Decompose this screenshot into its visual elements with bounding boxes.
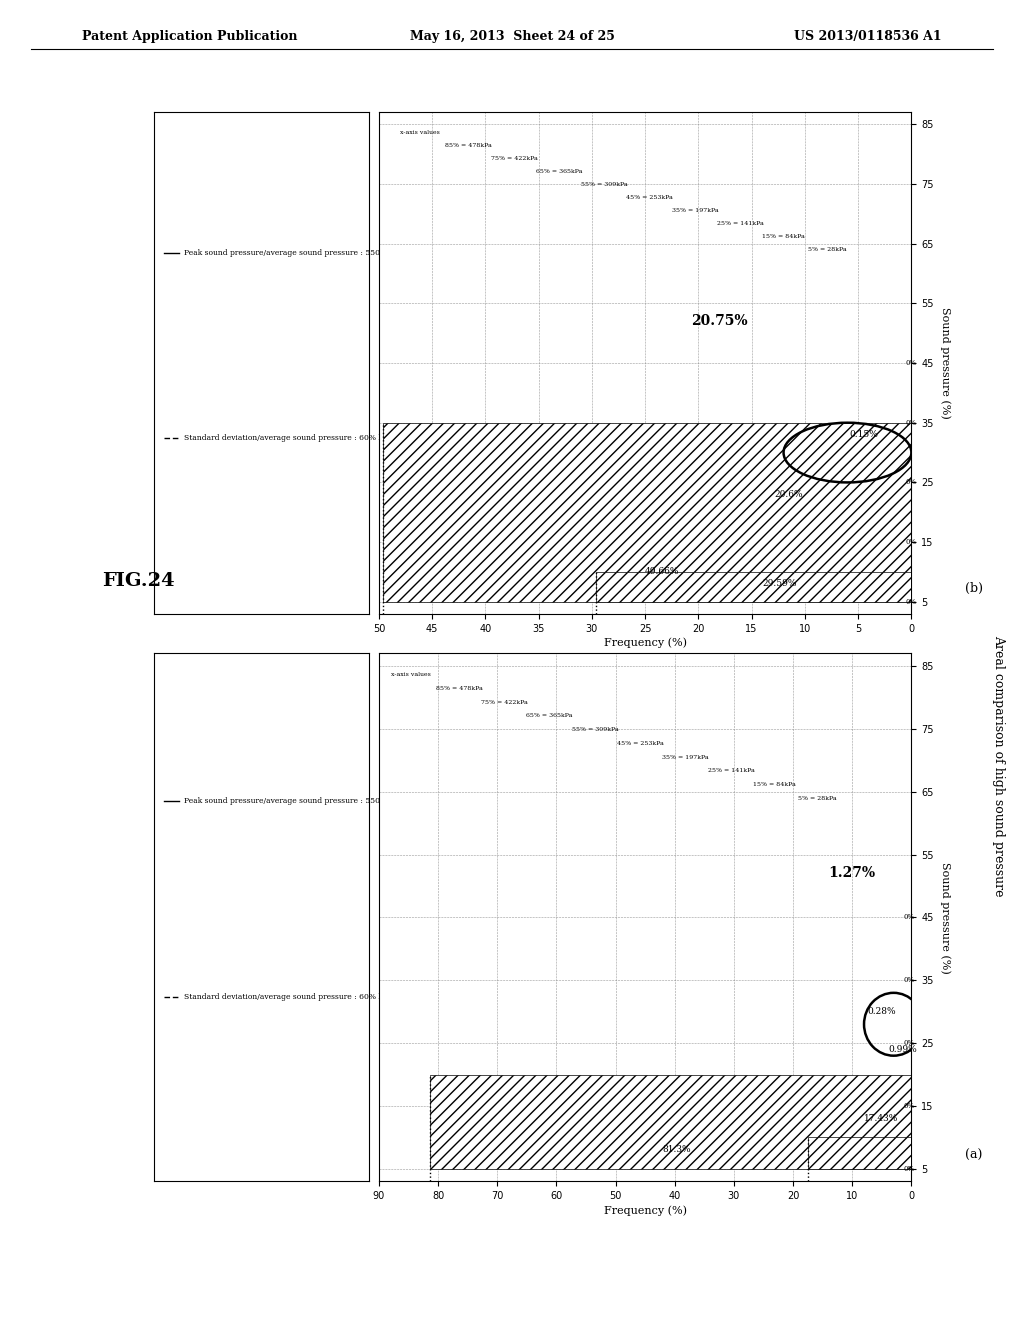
Y-axis label: Sound pressure (%): Sound pressure (%) [940, 862, 950, 973]
Text: 55% = 309kPa: 55% = 309kPa [571, 727, 618, 733]
Text: 20.75%: 20.75% [691, 314, 748, 329]
Text: 5% = 28kPa: 5% = 28kPa [808, 247, 846, 252]
Text: 0%: 0% [905, 359, 916, 367]
Text: 55% = 309kPa: 55% = 309kPa [582, 182, 628, 187]
Text: 81.3%: 81.3% [663, 1146, 691, 1155]
Text: 20.6%: 20.6% [774, 490, 803, 499]
Text: 45% = 253kPa: 45% = 253kPa [627, 195, 673, 201]
Text: 85% = 478kPa: 85% = 478kPa [436, 686, 482, 690]
X-axis label: Frequency (%): Frequency (%) [603, 638, 687, 648]
Text: 85% = 478kPa: 85% = 478kPa [445, 143, 493, 148]
Text: Peak sound pressure/average sound pressure : 550% level: Peak sound pressure/average sound pressu… [183, 248, 408, 256]
Text: 25% = 141kPa: 25% = 141kPa [708, 768, 755, 774]
Text: 75% = 422kPa: 75% = 422kPa [490, 156, 538, 161]
Text: 29.59%: 29.59% [762, 579, 797, 589]
Bar [596, 572, 911, 602]
Bar [808, 1138, 911, 1168]
Text: 0%: 0% [905, 478, 916, 487]
Text: 17.43%: 17.43% [864, 1114, 898, 1123]
Text: May 16, 2013  Sheet 24 of 25: May 16, 2013 Sheet 24 of 25 [410, 30, 614, 44]
Text: Areal comparison of high sound pressure: Areal comparison of high sound pressure [992, 635, 1005, 896]
Text: Peak sound pressure/average sound pressure : 550% level: Peak sound pressure/average sound pressu… [183, 797, 408, 805]
Text: 1.27%: 1.27% [828, 866, 876, 880]
Text: (a): (a) [965, 1148, 982, 1162]
Bar [430, 1074, 911, 1168]
Text: 0%: 0% [905, 539, 916, 546]
Y-axis label: Sound pressure (%): Sound pressure (%) [940, 308, 950, 418]
Text: x-axis values: x-axis values [400, 131, 440, 135]
Text: Standard deviation/average sound pressure : 60% level: Standard deviation/average sound pressur… [183, 993, 396, 1001]
Text: 35% = 197kPa: 35% = 197kPa [663, 755, 709, 759]
Text: 0.28%: 0.28% [867, 1007, 896, 1016]
Text: 0%: 0% [905, 598, 916, 606]
Text: 65% = 365kPa: 65% = 365kPa [526, 713, 572, 718]
Text: US 2013/0118536 A1: US 2013/0118536 A1 [795, 30, 942, 44]
Text: 35% = 197kPa: 35% = 197kPa [672, 209, 719, 214]
Text: 0%: 0% [905, 418, 916, 426]
X-axis label: Frequency (%): Frequency (%) [603, 1205, 687, 1216]
Text: 49.66%: 49.66% [645, 568, 680, 577]
Text: 0.99%: 0.99% [888, 1045, 916, 1053]
Text: Patent Application Publication: Patent Application Publication [82, 30, 297, 44]
Text: x-axis values: x-axis values [391, 672, 430, 677]
Text: 15% = 84kPa: 15% = 84kPa [753, 781, 796, 787]
Text: 0%: 0% [903, 913, 914, 921]
Text: 0%: 0% [903, 1102, 914, 1110]
Text: 0%: 0% [903, 1164, 914, 1173]
Text: 65% = 365kPa: 65% = 365kPa [536, 169, 583, 174]
Text: (b): (b) [965, 582, 983, 595]
Text: 15% = 84kPa: 15% = 84kPa [762, 235, 805, 239]
Text: 0%: 0% [903, 1039, 914, 1047]
Text: 45% = 253kPa: 45% = 253kPa [617, 741, 664, 746]
Text: 0%: 0% [903, 977, 914, 985]
Text: Standard deviation/average sound pressure : 60% level: Standard deviation/average sound pressur… [183, 434, 396, 442]
Text: 75% = 422kPa: 75% = 422kPa [481, 700, 528, 705]
Bar [383, 422, 911, 602]
Text: 0.15%: 0.15% [849, 430, 878, 440]
Text: 5% = 28kPa: 5% = 28kPa [798, 796, 837, 801]
Text: FIG.24: FIG.24 [102, 572, 175, 590]
Text: 25% = 141kPa: 25% = 141kPa [717, 222, 764, 226]
